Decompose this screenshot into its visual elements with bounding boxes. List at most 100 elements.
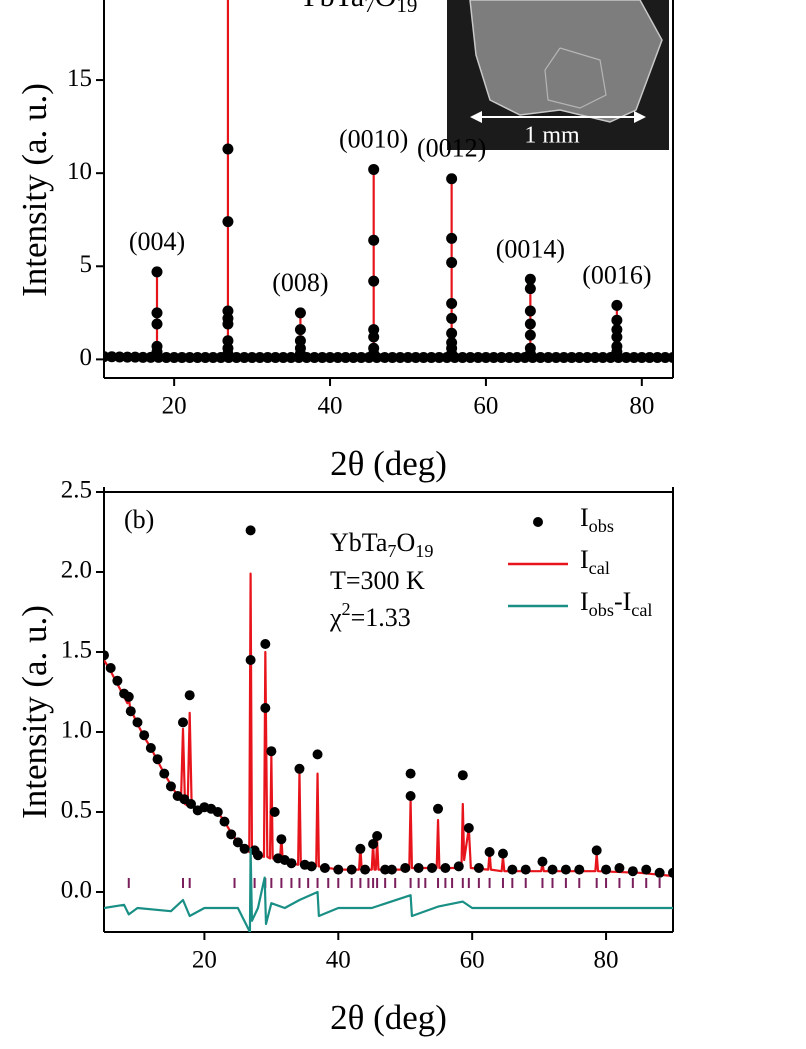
data-point — [446, 312, 458, 324]
y-tick-label: 0 — [80, 344, 93, 371]
data-point — [231, 352, 243, 364]
data-point — [245, 655, 256, 665]
data-point — [112, 675, 123, 686]
peak-label: (0010) — [339, 124, 408, 153]
legend-marker — [533, 517, 543, 527]
crystal-edge — [544, 47, 607, 109]
data-point — [252, 850, 263, 861]
data-point — [537, 856, 548, 867]
data-point — [151, 307, 163, 319]
data-point — [355, 352, 367, 364]
data-point — [464, 352, 476, 364]
x-tick-label: 80 — [594, 947, 619, 974]
data-point — [379, 352, 391, 364]
data-point — [589, 352, 601, 364]
data-point — [286, 858, 297, 869]
data-point — [611, 324, 623, 336]
data-point — [644, 352, 656, 364]
data-point — [165, 781, 176, 792]
data-point — [667, 352, 673, 364]
data-point — [425, 352, 437, 364]
y-tick-label: 5 — [80, 251, 93, 278]
data-point — [151, 318, 163, 330]
data-point — [628, 352, 640, 364]
data-point — [308, 352, 320, 364]
data-point — [427, 863, 438, 873]
data-point — [368, 324, 380, 336]
data-point — [294, 335, 306, 347]
data-point — [340, 352, 352, 364]
annotation: T=300 K — [330, 566, 425, 595]
data-point — [368, 275, 380, 287]
data-point — [446, 232, 458, 244]
annotation: YbTa7O19 — [298, 0, 417, 17]
legend-label: Iobs-Ical — [580, 587, 652, 620]
data-point — [488, 352, 500, 364]
data-point — [123, 691, 134, 702]
data-point — [507, 864, 518, 875]
data-point — [160, 352, 172, 364]
data-point — [573, 352, 585, 364]
data-point — [260, 639, 271, 649]
data-point — [560, 864, 571, 875]
x-tick-label: 20 — [192, 947, 217, 974]
data-point — [277, 352, 289, 364]
data-point — [480, 352, 492, 364]
data-point — [611, 314, 623, 326]
annotation: (b) — [124, 505, 154, 534]
data-point — [524, 283, 536, 295]
data-point — [446, 173, 458, 185]
data-point — [524, 318, 536, 330]
data-point — [347, 352, 359, 364]
data-point — [453, 861, 464, 872]
data-point — [332, 352, 344, 364]
data-point — [611, 299, 623, 311]
legend-label: Ical — [580, 545, 610, 578]
arrow-head — [634, 111, 646, 123]
data-point — [132, 717, 143, 728]
data-point — [312, 749, 323, 760]
data-point — [413, 863, 424, 873]
data-point — [105, 663, 116, 673]
data-point — [125, 706, 136, 717]
data-point — [192, 352, 204, 364]
data-point — [232, 837, 243, 848]
data-point — [355, 843, 366, 854]
data-point — [405, 768, 416, 779]
y-tick-label: 1.5 — [61, 637, 92, 664]
data-point — [212, 807, 223, 817]
x-tick-label: 60 — [473, 393, 498, 420]
data-point — [262, 352, 274, 364]
data-point — [524, 329, 536, 341]
data-point — [627, 866, 638, 877]
data-point — [402, 352, 414, 364]
data-point — [446, 257, 458, 269]
data-point — [511, 352, 523, 364]
data-point — [151, 266, 163, 278]
data-point — [550, 352, 562, 364]
data-point — [360, 864, 371, 875]
data-point — [159, 768, 170, 779]
data-point — [601, 864, 612, 875]
data-point — [641, 864, 652, 875]
x-tick-label: 20 — [162, 393, 187, 420]
data-point — [254, 352, 266, 364]
x-tick-label: 80 — [629, 393, 654, 420]
y-tick-label: 1.0 — [61, 717, 92, 744]
data-point — [654, 867, 665, 878]
data-point — [597, 352, 609, 364]
data-point — [333, 864, 344, 875]
data-point — [260, 703, 271, 713]
data-point — [168, 352, 180, 364]
peak-label: (008) — [272, 268, 328, 297]
data-point — [668, 867, 673, 878]
data-point — [285, 352, 297, 364]
data-point — [316, 352, 328, 364]
data-point — [524, 273, 536, 285]
y-axis-title: Intensity (a. u.) — [15, 605, 54, 819]
data-point — [386, 352, 398, 364]
data-point — [581, 352, 593, 364]
data-point — [433, 352, 445, 364]
data-point — [129, 351, 141, 363]
